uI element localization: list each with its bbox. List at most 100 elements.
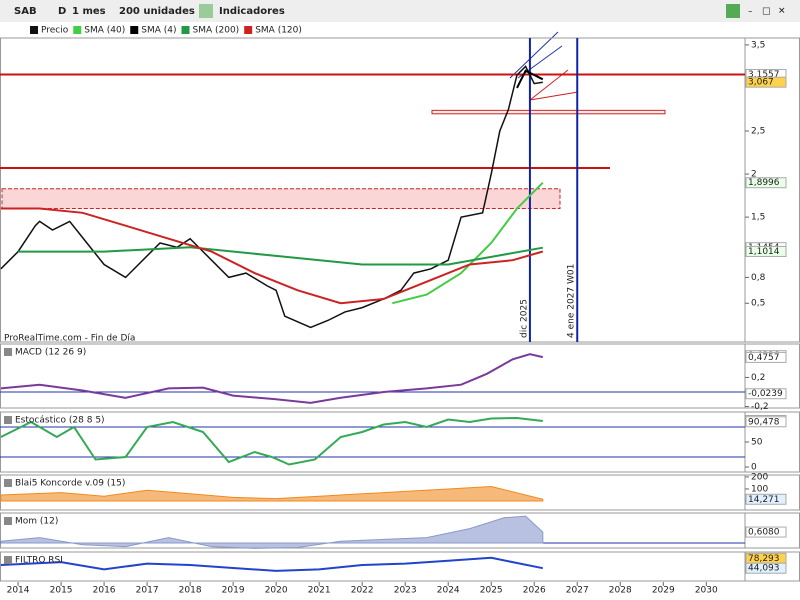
panel-title: Mom (12) — [15, 517, 58, 527]
price-marker — [745, 388, 787, 400]
legend-swatch — [181, 26, 190, 34]
x-tick-label: 2025 — [480, 586, 503, 596]
y-tick-label: 0 — [751, 463, 757, 473]
x-tick-label: 2029 — [652, 586, 675, 596]
y-tick-label: 2,5 — [751, 127, 765, 137]
indicators[interactable]: Indicadores — [219, 6, 285, 17]
x-tick-label: 2020 — [265, 586, 288, 596]
price-marker — [745, 526, 787, 538]
y-tick-label: 1,5 — [751, 213, 765, 223]
price-marker-label: 1,8996 — [748, 178, 780, 188]
series-line — [0, 65, 543, 329]
x-tick-label: 2018 — [179, 586, 202, 596]
panel-frame — [0, 411, 800, 473]
price-marker-label: 44,093 — [748, 564, 780, 574]
y-tick-label: 2 — [751, 170, 757, 180]
legend-swatch — [130, 26, 139, 34]
series-line — [0, 353, 544, 404]
price-marker — [745, 416, 787, 428]
price-marker — [745, 493, 787, 505]
price-marker-label: -0,0239 — [748, 389, 783, 399]
units[interactable]: 200 unidades — [119, 6, 195, 17]
x-tick-label: 2028 — [609, 586, 632, 596]
legend-swatch — [73, 26, 82, 34]
maximize-button[interactable]: □ — [762, 7, 771, 17]
panel-icon — [4, 479, 12, 487]
x-tick-label: 2019 — [222, 586, 245, 596]
y-tick-label: 3,5 — [751, 40, 765, 50]
y-tick-label: 100 — [751, 484, 768, 494]
panel-title: Blai5 Koncorde v.09 (15) — [15, 479, 125, 489]
x-tick-label: 2026 — [523, 586, 546, 596]
panel-title: FILTRO RSI — [15, 556, 63, 566]
close-button[interactable]: ✕ — [778, 7, 786, 17]
price-marker-label: 90,478 — [748, 417, 780, 427]
y-tick-label: 0,2 — [751, 373, 765, 383]
legend-swatch — [30, 26, 38, 34]
zone — [431, 109, 666, 115]
channel-line — [509, 31, 559, 79]
price-marker-label: 1,1014 — [748, 247, 780, 257]
series-line — [516, 69, 544, 89]
indicators-icon[interactable] — [199, 4, 213, 18]
panel-icon — [4, 348, 12, 356]
date-label: dic 2025 — [519, 299, 529, 338]
panel-title: MACD (12 26 9) — [15, 348, 86, 358]
panel-frame — [0, 343, 800, 409]
y-tick-label: 200 — [751, 472, 768, 482]
minimize-button[interactable]: – — [748, 7, 753, 17]
price-marker-label: 3,067 — [748, 78, 774, 88]
price-marker-label: 0,4757 — [748, 353, 780, 363]
panel-icon — [4, 556, 12, 564]
legend-label: SMA (200) — [193, 26, 240, 36]
price-marker-label: 0,6080 — [748, 528, 780, 538]
x-tick-label: 2024 — [437, 586, 460, 596]
price-marker — [745, 245, 787, 257]
symbol[interactable]: SAB — [14, 6, 37, 17]
series-line — [392, 181, 544, 305]
x-tick-label: 2027 — [566, 586, 589, 596]
y-tick-label: -0,2 — [751, 402, 769, 412]
series-line — [0, 207, 544, 305]
refresh-button[interactable] — [726, 4, 740, 18]
series-line — [0, 416, 543, 466]
legend-swatch — [244, 26, 253, 34]
series-line — [0, 556, 543, 572]
x-tick-label: 2030 — [695, 586, 718, 596]
area — [0, 485, 544, 502]
period[interactable]: 1 mes — [72, 6, 106, 17]
trend-line — [529, 91, 579, 101]
x-tick-label: 2015 — [50, 586, 73, 596]
x-tick-label: 2021 — [308, 586, 331, 596]
x-tick-label: 2022 — [351, 586, 374, 596]
x-tick-label: 2016 — [93, 586, 116, 596]
y-tick-label: 50 — [751, 438, 763, 448]
legend-label: SMA (40) — [84, 26, 125, 36]
legend-label: SMA (4) — [141, 26, 176, 36]
area — [0, 515, 544, 549]
price-marker-label: 78,293 — [748, 554, 780, 564]
mode[interactable]: D — [58, 6, 66, 17]
x-tick-label: 2014 — [7, 586, 30, 596]
price-marker-label: 14,271 — [748, 495, 780, 505]
x-tick-label: 2017 — [136, 586, 159, 596]
panel-icon — [4, 517, 12, 525]
price-marker — [745, 351, 787, 363]
series-line — [18, 246, 543, 266]
date-label: 4 ene 2027 W01 — [567, 264, 577, 338]
zone — [1, 188, 561, 210]
price-marker — [745, 562, 787, 574]
price-marker-label: 3,1557 — [748, 70, 780, 80]
price-marker — [745, 177, 787, 189]
y-tick-label: 0,8 — [751, 273, 766, 283]
y-tick-label: 0,5 — [751, 299, 765, 309]
price-marker — [745, 76, 787, 88]
x-tick-label: 2023 — [394, 586, 417, 596]
panel-title: Estocástico (28 8 5) — [15, 416, 105, 426]
source-note: ProRealTime.com - Fin de Día — [4, 334, 135, 344]
panel-icon — [4, 416, 12, 424]
legend-label: Precio — [41, 26, 69, 36]
legend-label: SMA (120) — [255, 26, 302, 36]
